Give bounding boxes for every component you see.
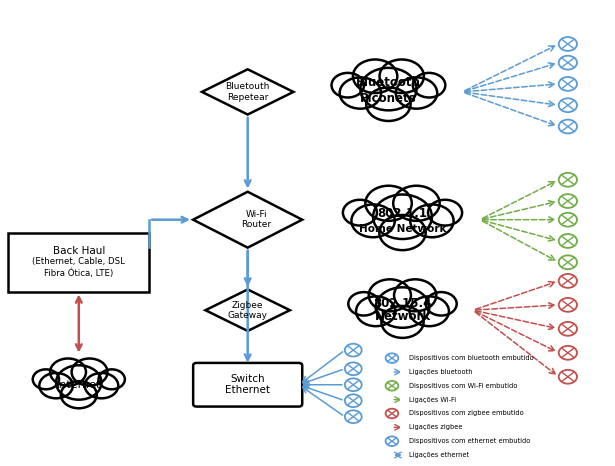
Text: Back Haul: Back Haul xyxy=(53,246,105,255)
Circle shape xyxy=(373,194,432,239)
Circle shape xyxy=(386,381,399,391)
Circle shape xyxy=(369,279,411,311)
Circle shape xyxy=(331,73,364,97)
Text: Dispositivos com Wi-Fi embutido: Dispositivos com Wi-Fi embutido xyxy=(409,383,517,389)
Circle shape xyxy=(33,370,59,389)
Text: Wi-Fi
Router: Wi-Fi Router xyxy=(241,210,271,229)
Text: Piconets: Piconets xyxy=(360,92,417,105)
Circle shape xyxy=(345,410,362,423)
Circle shape xyxy=(56,365,101,400)
Text: Fibra Ótica, LTE): Fibra Ótica, LTE) xyxy=(44,268,113,278)
Circle shape xyxy=(348,292,379,315)
Circle shape xyxy=(61,381,97,408)
Circle shape xyxy=(558,77,577,91)
Circle shape xyxy=(410,205,454,237)
Text: Ethernet: Ethernet xyxy=(225,385,270,395)
Circle shape xyxy=(393,186,440,221)
Circle shape xyxy=(558,255,577,269)
Text: Ligações bluetooth: Ligações bluetooth xyxy=(409,369,472,375)
FancyBboxPatch shape xyxy=(193,363,302,406)
Circle shape xyxy=(360,68,416,110)
Text: (Ethernet, Cable, DSL: (Ethernet, Cable, DSL xyxy=(33,257,125,266)
Bar xyxy=(9,233,149,292)
Circle shape xyxy=(413,73,445,97)
Text: Dispositivos com ethernet embutido: Dispositivos com ethernet embutido xyxy=(409,438,530,444)
Circle shape xyxy=(345,363,362,375)
Circle shape xyxy=(98,370,125,389)
Circle shape xyxy=(558,120,577,133)
Text: Network: Network xyxy=(375,310,430,323)
Circle shape xyxy=(558,213,577,226)
Circle shape xyxy=(50,358,86,386)
Circle shape xyxy=(426,292,457,315)
Text: Bluetooth: Bluetooth xyxy=(356,76,421,89)
Circle shape xyxy=(558,98,577,112)
Circle shape xyxy=(351,205,395,237)
Text: Ligações zigbee: Ligações zigbee xyxy=(409,425,462,430)
Circle shape xyxy=(428,200,462,226)
Polygon shape xyxy=(202,69,293,115)
Circle shape xyxy=(558,37,577,51)
Text: Ligações Wi-Fi: Ligações Wi-Fi xyxy=(409,397,456,403)
Circle shape xyxy=(558,370,577,384)
Circle shape xyxy=(71,358,108,386)
Circle shape xyxy=(558,194,577,208)
Text: Dispositivos com bluetooth embutido: Dispositivos com bluetooth embutido xyxy=(409,355,534,361)
Circle shape xyxy=(339,77,381,109)
Circle shape xyxy=(410,296,449,326)
Circle shape xyxy=(386,353,399,363)
Circle shape xyxy=(386,436,399,446)
Text: Switch: Switch xyxy=(231,374,265,384)
Circle shape xyxy=(365,186,412,221)
Circle shape xyxy=(558,56,577,69)
Text: 802.15.4: 802.15.4 xyxy=(373,297,432,310)
Circle shape xyxy=(379,215,426,250)
Circle shape xyxy=(345,394,362,407)
Circle shape xyxy=(558,173,577,187)
Text: Zigbee
Gateway: Zigbee Gateway xyxy=(228,301,268,320)
Circle shape xyxy=(345,378,362,391)
Circle shape xyxy=(376,288,429,328)
Circle shape xyxy=(379,60,424,93)
Circle shape xyxy=(367,88,411,121)
Circle shape xyxy=(381,306,424,338)
Circle shape xyxy=(356,296,395,326)
Circle shape xyxy=(39,373,73,398)
Circle shape xyxy=(558,234,577,248)
Circle shape xyxy=(558,274,577,288)
Circle shape xyxy=(394,279,436,311)
Text: Dispositivos com zigbee embutido: Dispositivos com zigbee embutido xyxy=(409,411,523,417)
Text: 802.1.1: 802.1.1 xyxy=(378,207,427,220)
Circle shape xyxy=(396,77,437,109)
Polygon shape xyxy=(205,289,290,331)
Circle shape xyxy=(85,373,118,398)
Circle shape xyxy=(345,344,362,356)
Circle shape xyxy=(558,322,577,336)
Circle shape xyxy=(558,298,577,312)
Text: Ligações ethernet: Ligações ethernet xyxy=(409,452,469,458)
Circle shape xyxy=(343,200,377,226)
Polygon shape xyxy=(193,192,302,247)
Circle shape xyxy=(353,60,397,93)
Text: Internet: Internet xyxy=(57,380,101,390)
Text: Bluetouth
Repetear: Bluetouth Repetear xyxy=(226,82,270,102)
Circle shape xyxy=(386,409,399,418)
Text: Home Network: Home Network xyxy=(359,224,446,234)
Circle shape xyxy=(558,346,577,360)
